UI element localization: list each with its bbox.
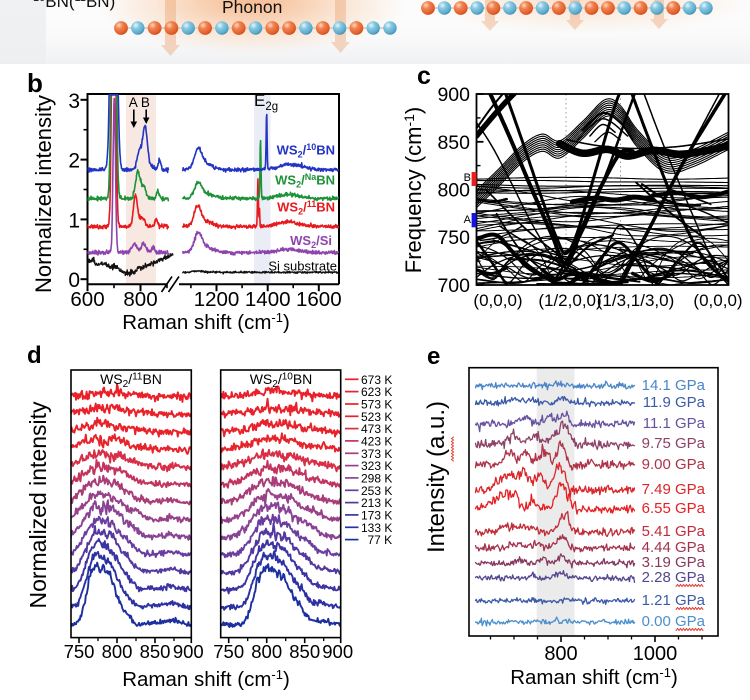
svg-text:(0,0,0): (0,0,0): [473, 291, 522, 310]
svg-text:213 K: 213 K: [361, 496, 392, 510]
svg-text:Frequency (cm-1): Frequency (cm-1): [401, 107, 426, 274]
svg-text:B: B: [141, 95, 150, 110]
svg-text:Si substrate: Si substrate: [268, 259, 337, 274]
svg-text:10BN(11BN): 10BN(11BN): [33, 0, 115, 11]
svg-text:0.00 GPa: 0.00 GPa: [642, 613, 706, 630]
svg-text:c: c: [417, 62, 431, 90]
svg-text:800: 800: [102, 641, 133, 662]
svg-text:600: 600: [70, 288, 104, 311]
svg-text:Raman shift (cm-1): Raman shift (cm-1): [122, 667, 290, 691]
svg-text:WS2/11BN: WS2/11BN: [100, 371, 162, 390]
svg-text:750: 750: [64, 641, 95, 662]
svg-text:1000: 1000: [633, 643, 678, 665]
svg-text:e: e: [427, 343, 440, 370]
svg-text:(1/3,1/3,0): (1/3,1/3,0): [597, 291, 675, 310]
svg-text:573 K: 573 K: [361, 398, 392, 412]
svg-text:800: 800: [437, 180, 470, 202]
svg-text:(1/2,0,0): (1/2,0,0): [538, 291, 601, 310]
svg-text:900: 900: [437, 84, 470, 106]
svg-text:800: 800: [251, 641, 282, 662]
svg-text:1200: 1200: [194, 288, 240, 311]
svg-text:2.28 GPa: 2.28 GPa: [642, 569, 706, 586]
svg-text:4.44 GPa: 4.44 GPa: [642, 539, 706, 556]
svg-text:77 K: 77 K: [368, 533, 393, 547]
svg-text:673 K: 673 K: [361, 373, 392, 387]
svg-text:11.1 GPa: 11.1 GPa: [643, 415, 706, 432]
svg-text:WS2/10BN: WS2/10BN: [277, 142, 335, 160]
svg-text:0: 0: [68, 269, 80, 292]
svg-text:B: B: [464, 172, 471, 184]
svg-text:5.41 GPa: 5.41 GPa: [642, 523, 706, 540]
svg-text:298 K: 298 K: [361, 471, 392, 485]
svg-text:7.49 GPa: 7.49 GPa: [642, 481, 706, 498]
svg-text:3.19 GPa: 3.19 GPa: [642, 554, 706, 571]
svg-text:A: A: [464, 214, 472, 226]
svg-text:900: 900: [322, 641, 353, 662]
svg-text:700: 700: [437, 275, 470, 297]
svg-text:Phonon: Phonon: [222, 0, 282, 17]
svg-text:Raman shift (cm-1): Raman shift (cm-1): [510, 665, 678, 689]
svg-text:d: d: [27, 342, 42, 369]
svg-text:WS2/Si: WS2/Si: [290, 233, 332, 250]
svg-text:800: 800: [544, 643, 577, 665]
svg-text:Raman shift (cm-1): Raman shift (cm-1): [122, 310, 290, 334]
svg-text:6.55 GPa: 6.55 GPa: [642, 500, 706, 517]
svg-text:1600: 1600: [296, 288, 342, 311]
svg-text:Normalized intensity: Normalized intensity: [31, 95, 56, 293]
svg-text:133 K: 133 K: [361, 521, 392, 535]
svg-text:850: 850: [140, 641, 171, 662]
svg-text:523 K: 523 K: [361, 410, 392, 424]
svg-text:3: 3: [68, 90, 80, 113]
svg-text:2: 2: [68, 150, 80, 173]
svg-text:1400: 1400: [245, 288, 291, 311]
svg-text:1.21 GPa: 1.21 GPa: [642, 592, 706, 609]
svg-text:9.75 GPa: 9.75 GPa: [642, 435, 706, 452]
svg-text:A: A: [129, 95, 138, 110]
svg-text:11.9 GPa: 11.9 GPa: [643, 394, 706, 411]
svg-text:900: 900: [173, 641, 204, 662]
svg-text:14.1 GPa: 14.1 GPa: [642, 377, 706, 394]
svg-text:Normalized intensity: Normalized intensity: [25, 401, 51, 609]
svg-text:473 K: 473 K: [361, 422, 392, 436]
svg-text:850: 850: [437, 132, 470, 154]
svg-text:1: 1: [68, 209, 80, 232]
svg-text:423 K: 423 K: [361, 434, 392, 448]
svg-text:750: 750: [437, 227, 470, 249]
svg-text:850: 850: [289, 641, 320, 662]
svg-text:9.00 GPa: 9.00 GPa: [642, 456, 706, 473]
svg-text:750: 750: [213, 641, 244, 662]
svg-text:253 K: 253 K: [361, 484, 392, 498]
svg-text:WS2/11BN: WS2/11BN: [277, 199, 335, 217]
svg-text:b: b: [27, 68, 43, 98]
svg-text:WS2/NaBN: WS2/NaBN: [275, 172, 335, 190]
svg-text:173 K: 173 K: [361, 508, 392, 522]
svg-text:623 K: 623 K: [361, 385, 392, 399]
svg-text:(0,0,0): (0,0,0): [693, 291, 742, 310]
svg-text:WS2/10BN: WS2/10BN: [250, 371, 313, 390]
svg-text:Intensity (a.u.): Intensity (a.u.): [423, 401, 450, 553]
svg-text:373 K: 373 K: [361, 447, 392, 461]
svg-text:800: 800: [123, 288, 157, 311]
svg-text:323 K: 323 K: [361, 459, 392, 473]
